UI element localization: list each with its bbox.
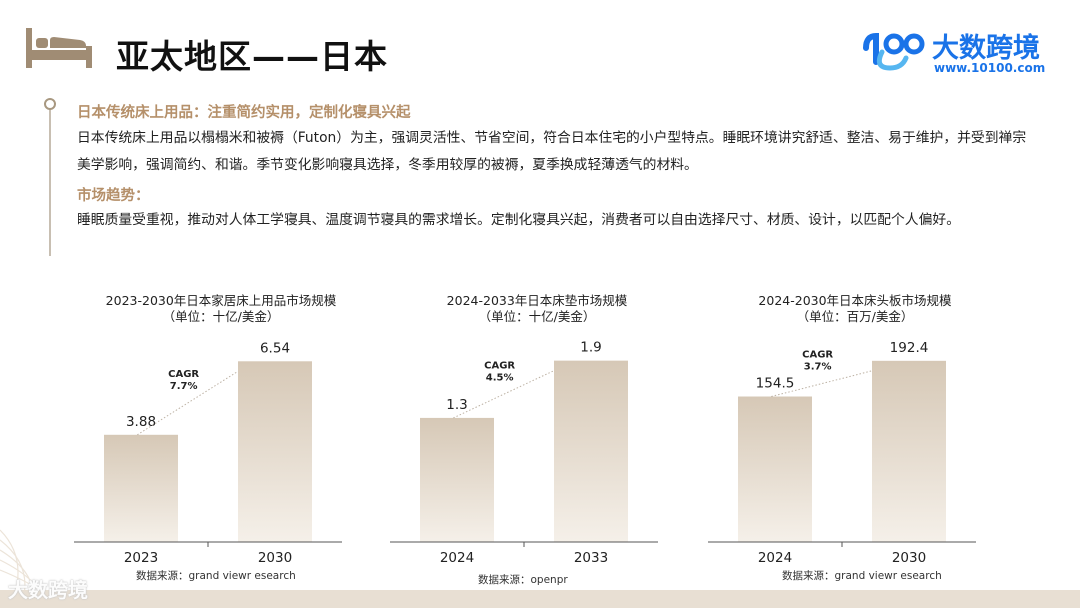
- value-label-2023: 3.88: [126, 414, 156, 430]
- timeline-dot: [44, 98, 56, 110]
- section-heading-traditional: 日本传统床上用品：注重简约实用，定制化寝具兴起: [77, 105, 411, 121]
- value-label-2033: 1.9: [580, 340, 601, 356]
- category-label-2030: 2030: [258, 550, 292, 566]
- value-label-2030: 6.54: [260, 340, 290, 356]
- chart-bedding-market: 2023-2030年日本家居床上用品市场规模 （单位：十亿/美金） 3.88 20…: [66, 286, 376, 586]
- section-heading-trend: 市场趋势：: [77, 188, 150, 204]
- category-label-2030: 2030: [892, 550, 926, 566]
- chart-mattress-market: 2024-2033年日本床垫市场规模 （单位：十亿/美金） 1.3 2024 1.9…: [382, 286, 692, 586]
- cagr-value: 4.5%: [486, 372, 514, 383]
- chart-title: 2024-2030年日本床头板市场规模: [758, 293, 952, 308]
- section-text-trend: 睡眠质量受重视，推动对人体工学寝具、温度调节寝具的需求增长。定制化寝具兴起，消费…: [77, 212, 960, 228]
- logo-url[interactable]: www.10100.com: [934, 61, 1046, 75]
- section-text-traditional: 日本传统床上用品以榻榻米和被褥（Futon）为主，强调灵活性、节省空间，符合日本…: [77, 130, 1027, 173]
- logo-name: 大数跨境: [932, 33, 1040, 64]
- brand-logo[interactable]: 大数跨境 www.10100.com: [862, 24, 1062, 76]
- chart-unit: （单位：百万/美金）: [796, 309, 914, 324]
- footer-logo: 大数跨境: [8, 578, 88, 602]
- value-label-2030: 192.4: [890, 340, 929, 356]
- chart-unit: （单位：十亿/美金）: [162, 309, 280, 324]
- timeline-line: [49, 102, 51, 256]
- bar-2030: [238, 361, 312, 542]
- cagr-label: CAGR: [484, 360, 515, 371]
- header: 亚太地区——日本 大数跨境 www.10100.com: [0, 0, 1080, 90]
- value-label-2024: 154.5: [756, 376, 795, 392]
- chart-title: 2023-2030年日本家居床上用品市场规模: [105, 293, 337, 308]
- bar-2030: [872, 360, 946, 542]
- bar-2024: [420, 417, 494, 542]
- footer-band: [0, 590, 1080, 608]
- bar-2033: [554, 360, 628, 542]
- category-label-2024: 2024: [758, 550, 792, 566]
- category-label-2023: 2023: [124, 550, 158, 566]
- cagr-value: 7.7%: [170, 381, 198, 392]
- bar-2023: [104, 434, 178, 542]
- chart-unit: （单位：十亿/美金）: [478, 309, 596, 324]
- bed-icon: [26, 28, 92, 68]
- cagr-connector: [137, 370, 239, 436]
- chart-headboard-market: 2024-2030年日本床头板市场规模 （单位：百万/美金） 154.5 2024…: [700, 286, 1010, 586]
- bar-2024: [738, 396, 812, 542]
- chart-source: 数据来源：openpr: [478, 574, 568, 586]
- cagr-connector: [453, 370, 555, 419]
- value-label-2024: 1.3: [446, 397, 467, 413]
- cagr-value: 3.7%: [804, 362, 832, 373]
- chart-source: 数据来源：grand viewr esearch: [136, 570, 296, 582]
- chart-title: 2024-2033年日本床垫市场规模: [446, 293, 628, 308]
- logo-mark-icon: [863, 32, 925, 71]
- cagr-label: CAGR: [168, 369, 199, 380]
- cagr-label: CAGR: [802, 350, 833, 361]
- chart-source: 数据来源：grand viewr esearch: [782, 570, 942, 582]
- page-title: 亚太地区——日本: [116, 37, 388, 76]
- category-label-2024: 2024: [440, 550, 474, 566]
- category-label-2033: 2033: [574, 550, 608, 566]
